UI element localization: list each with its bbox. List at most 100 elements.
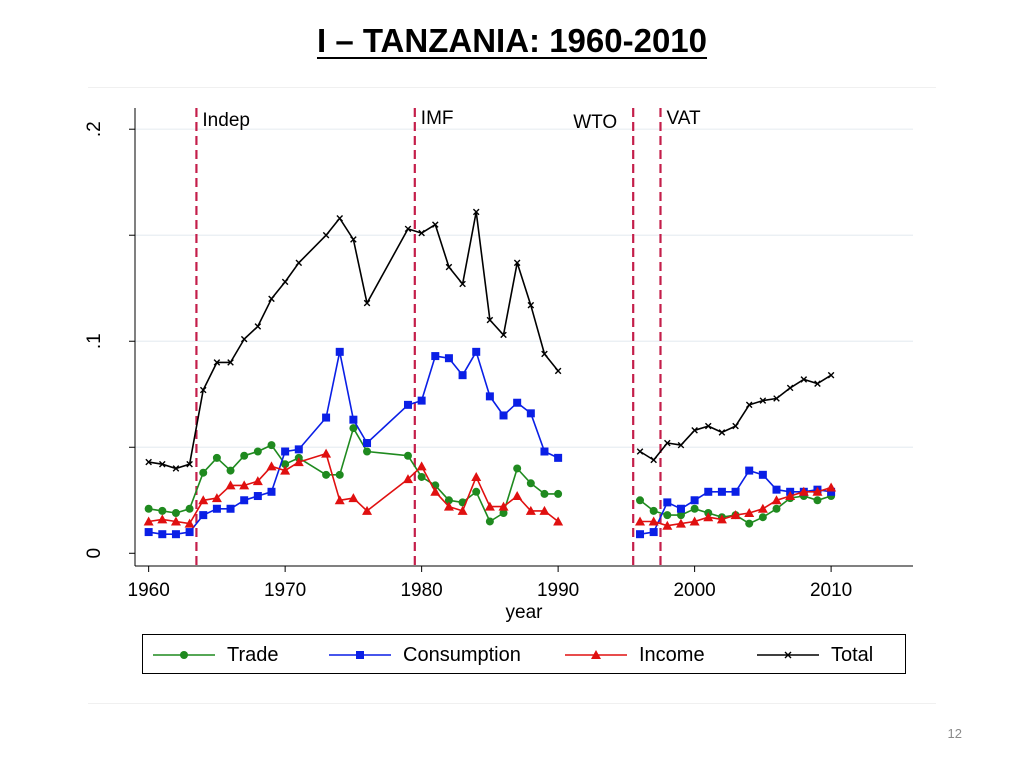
point-income	[648, 516, 659, 526]
point-income	[689, 516, 700, 526]
point-consumption	[472, 347, 481, 356]
x-tick-label: 2000	[673, 580, 715, 601]
series-line-consumption	[148, 350, 559, 536]
point-income	[443, 501, 454, 511]
point-consumption	[403, 400, 412, 409]
point-total	[827, 371, 835, 379]
point-trade	[513, 464, 522, 473]
slide-title: I – TANZANIA: 1960-2010	[0, 22, 1024, 60]
point-income	[730, 510, 741, 520]
x-tick-label: 2010	[810, 580, 852, 601]
point-total	[541, 350, 548, 358]
point-trade	[540, 489, 549, 498]
point-trade	[335, 470, 344, 479]
legend-label-income: Income	[639, 643, 705, 666]
point-consumption	[827, 487, 836, 496]
event-label-indep: Indep	[202, 110, 250, 131]
bottom-rule	[88, 703, 936, 704]
point-trade	[554, 489, 563, 498]
point-trade	[758, 513, 767, 522]
point-consumption	[363, 439, 372, 448]
point-total	[732, 422, 739, 430]
point-trade	[185, 504, 194, 513]
point-consumption	[554, 453, 563, 462]
x-tick-label: 1990	[537, 580, 579, 601]
point-consumption	[499, 411, 508, 420]
point-consumption	[240, 496, 249, 505]
point-income	[362, 505, 373, 515]
point-total	[718, 429, 726, 436]
point-consumption	[717, 487, 726, 496]
legend-swatch-trade	[153, 651, 215, 659]
point-income	[703, 512, 714, 522]
point-total	[691, 427, 698, 434]
point-consumption	[335, 347, 344, 356]
event-label-imf: IMF	[421, 108, 454, 129]
point-total	[704, 422, 712, 430]
point-total	[322, 231, 330, 239]
y-tick-label: .1	[84, 333, 105, 349]
point-trade	[636, 496, 645, 505]
point-consumption	[226, 504, 235, 513]
point-income	[143, 516, 154, 526]
point-consumption	[199, 511, 208, 520]
legend-label-consumption: Consumption	[403, 643, 521, 666]
point-total	[650, 456, 657, 464]
point-trade	[267, 441, 276, 450]
point-income	[662, 520, 673, 530]
point-trade	[472, 487, 481, 496]
point-trade	[772, 504, 781, 513]
page-number: 12	[947, 726, 962, 741]
point-consumption	[267, 487, 276, 496]
point-total	[677, 441, 685, 449]
point-total	[664, 439, 671, 447]
point-trade	[144, 504, 153, 513]
y-tick-label: .2	[84, 121, 105, 137]
point-total	[172, 465, 180, 472]
point-consumption	[676, 504, 685, 513]
event-label-wto: WTO	[573, 112, 617, 133]
legend-swatch-total	[757, 651, 819, 659]
point-income	[239, 480, 250, 490]
chart: 0 .1 .2 1960 1970 1980 1990 2000 2010 year Indep IM…	[84, 108, 913, 623]
point-trade	[171, 508, 180, 517]
point-trade	[649, 506, 658, 515]
legend-label-total: Total	[831, 643, 874, 666]
event-label-vat: VAT	[666, 108, 701, 129]
point-consumption	[417, 396, 426, 405]
point-total	[445, 263, 453, 271]
point-total	[268, 295, 275, 303]
point-consumption	[540, 447, 549, 456]
point-income	[280, 465, 291, 475]
point-trade	[663, 511, 672, 520]
point-consumption	[185, 528, 194, 537]
point-consumption	[253, 492, 262, 501]
point-income	[826, 482, 837, 492]
point-total	[745, 401, 753, 409]
point-consumption	[212, 504, 221, 513]
point-income	[716, 514, 727, 524]
series-line-income	[148, 452, 559, 525]
point-trade	[403, 451, 412, 460]
point-trade	[322, 470, 331, 479]
point-total	[636, 448, 644, 455]
point-income	[812, 486, 823, 496]
point-total	[513, 259, 521, 267]
point-consumption	[704, 487, 713, 496]
point-income	[225, 480, 236, 490]
point-income	[266, 461, 277, 471]
point-total	[773, 395, 780, 402]
point-trade	[485, 517, 494, 526]
x-tick-label: 1960	[128, 580, 170, 601]
point-consumption	[349, 415, 358, 424]
series-trade	[144, 424, 836, 528]
point-income	[484, 501, 495, 511]
point-total	[759, 397, 767, 404]
point-trade	[526, 479, 535, 488]
point-total	[486, 316, 494, 324]
point-total	[227, 359, 234, 366]
point-consumption	[731, 487, 740, 496]
y-tick-label: 0	[84, 548, 105, 559]
point-total	[254, 323, 262, 330]
point-consumption	[758, 470, 767, 479]
